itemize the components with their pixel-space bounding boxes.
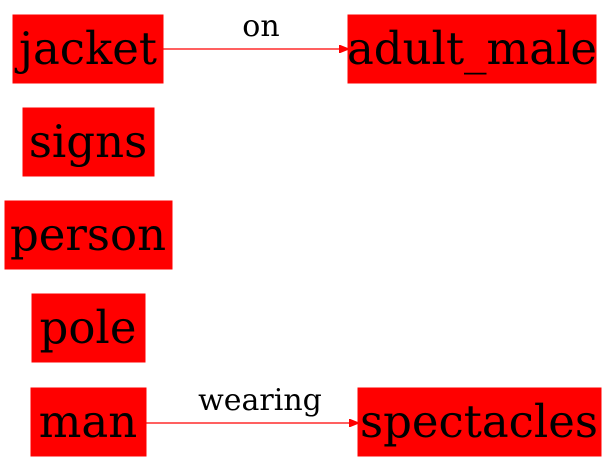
edge-man-spectacles: wearing <box>146 383 358 423</box>
node-jacket: jacket <box>12 14 164 84</box>
node-adult-male: adult_male <box>347 14 597 84</box>
edge-jacket-adult-male: on <box>163 9 348 49</box>
node-spectacles: spectacles <box>357 387 602 457</box>
node-pole: pole <box>31 293 146 363</box>
node-man: man <box>30 387 147 457</box>
node-label-pole: pole <box>40 301 137 354</box>
node-label-person: person <box>10 208 166 261</box>
node-signs: signs <box>22 107 155 177</box>
node-person: person <box>4 200 173 270</box>
node-label-adult-male: adult_male <box>347 22 597 75</box>
edge-label-wearing: wearing <box>198 383 322 418</box>
edge-label-on: on <box>242 9 279 44</box>
node-label-signs: signs <box>29 115 147 168</box>
node-label-jacket: jacket <box>14 22 157 75</box>
node-label-spectacles: spectacles <box>360 395 598 448</box>
node-label-man: man <box>39 395 137 448</box>
